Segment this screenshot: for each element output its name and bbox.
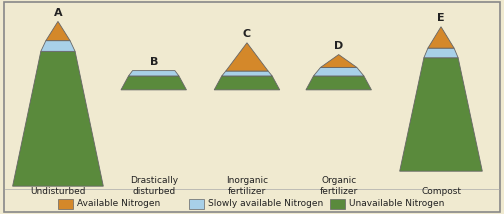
- Text: Unavailable Nitrogen: Unavailable Nitrogen: [349, 199, 445, 208]
- Polygon shape: [226, 43, 268, 71]
- Text: Available Nitrogen: Available Nitrogen: [77, 199, 160, 208]
- Text: Organic
fertilizer: Organic fertilizer: [320, 176, 358, 196]
- Polygon shape: [13, 51, 103, 186]
- Polygon shape: [46, 21, 70, 41]
- Polygon shape: [41, 41, 75, 51]
- Polygon shape: [121, 76, 186, 90]
- Text: Slowly available Nitrogen: Slowly available Nitrogen: [208, 199, 324, 208]
- Text: Compost: Compost: [421, 187, 461, 196]
- Text: C: C: [243, 29, 251, 39]
- Text: E: E: [437, 13, 445, 23]
- Text: Drastically
disturbed: Drastically disturbed: [130, 176, 178, 196]
- Text: D: D: [334, 41, 343, 51]
- FancyBboxPatch shape: [330, 199, 345, 209]
- FancyBboxPatch shape: [58, 199, 73, 209]
- FancyBboxPatch shape: [189, 199, 204, 209]
- Polygon shape: [400, 58, 482, 171]
- Text: Inorganic
fertilizer: Inorganic fertilizer: [226, 176, 268, 196]
- Text: Undisturbed: Undisturbed: [30, 187, 86, 196]
- Polygon shape: [129, 71, 179, 76]
- Text: B: B: [150, 57, 158, 67]
- Polygon shape: [428, 27, 454, 48]
- Polygon shape: [222, 71, 272, 76]
- Polygon shape: [306, 76, 371, 90]
- Text: A: A: [53, 7, 62, 18]
- Polygon shape: [321, 55, 357, 67]
- Polygon shape: [214, 76, 280, 90]
- Polygon shape: [424, 48, 458, 58]
- Polygon shape: [313, 67, 364, 76]
